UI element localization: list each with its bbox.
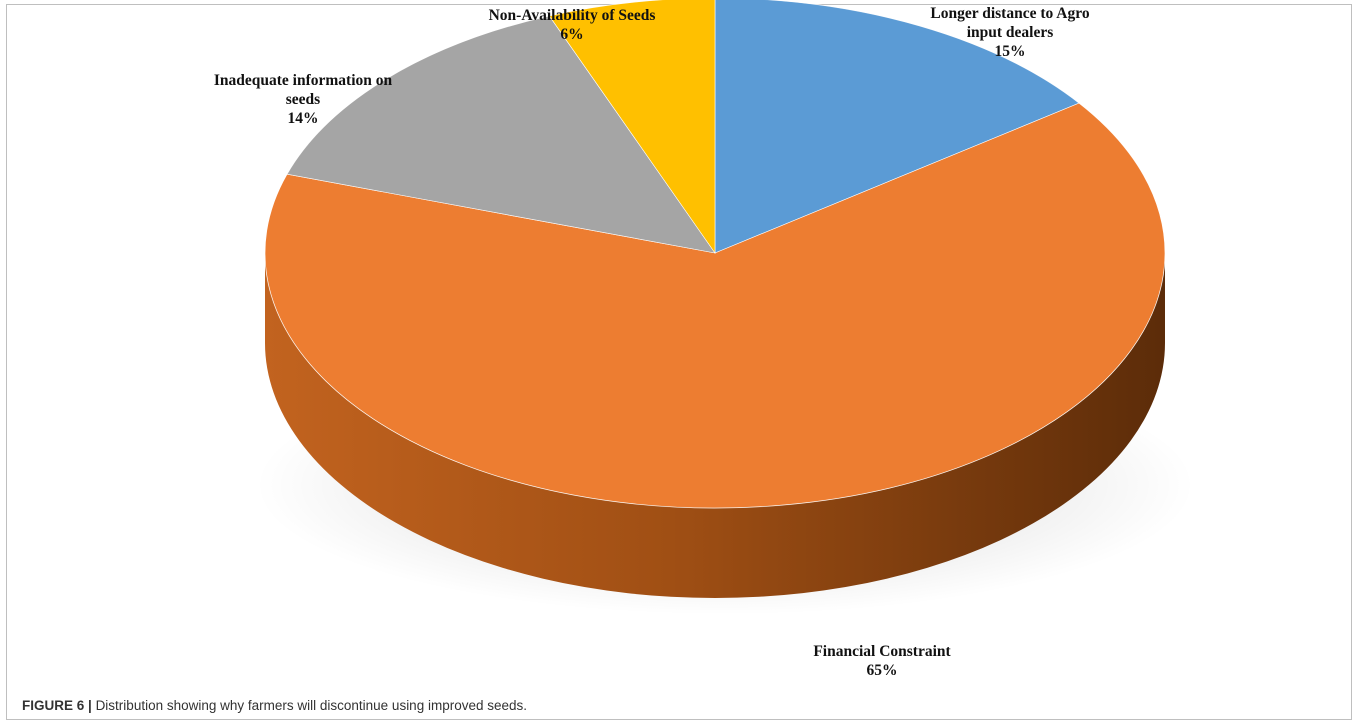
slice-label-2: Financial Constraint 65% [813,643,951,679]
pie-labels: Longer distance to Agro input dealers 15% F… [214,5,1090,679]
pie-top-face [264,0,1166,509]
pie-side-wall [265,253,1165,598]
pie-slice-3 [286,15,716,254]
pie-side-2 [265,253,1165,598]
figure-caption-text: Distribution showing why farmers will di… [95,698,528,713]
slice-label-1: Longer distance to Agro input dealers 15% [930,5,1089,60]
figure-caption: FIGURE 6 | Distribution showing why farm… [22,698,1342,713]
pie-slice-4 [548,0,716,254]
pie-rim [264,0,1166,509]
slice-label-3: Inadequate information on seeds 14% [214,72,393,127]
pie-slice-1 [714,0,1080,254]
figure-number: FIGURE 6 | [22,698,92,713]
pie-slice-2 [264,102,1166,509]
slice-label-4: Non-Availability of Seeds 6% [489,7,656,43]
